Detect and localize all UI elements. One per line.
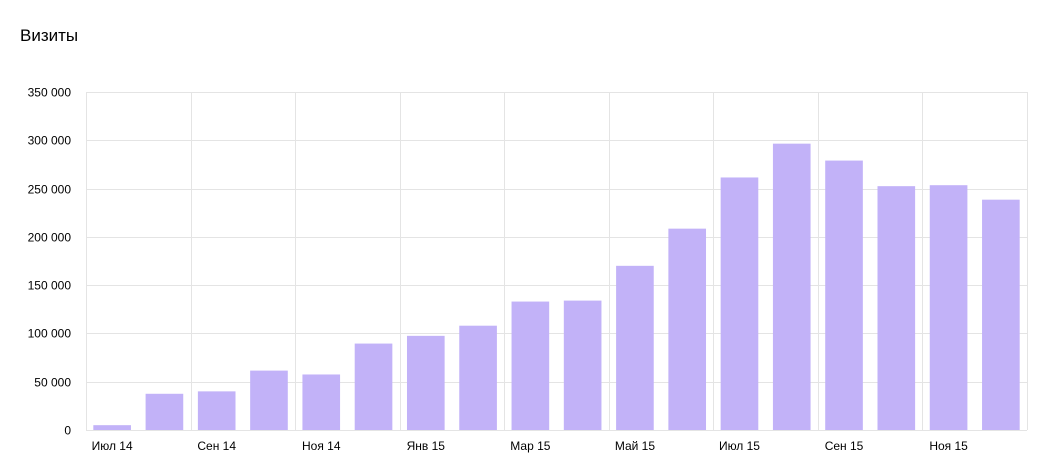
- x-tick-label: Ноя 15: [929, 439, 968, 453]
- y-tick-label: 100 000: [28, 327, 72, 341]
- x-axis-ticks: Июл 14 Сен 14 Ноя 14 Янв 15 Мар 15 Май 15 Июл …: [92, 439, 969, 453]
- y-tick-label: 250 000: [28, 183, 72, 197]
- bar: [145, 393, 184, 430]
- bar: [354, 343, 393, 430]
- bar: [668, 228, 707, 430]
- x-tick-label: Сен 14: [197, 439, 236, 453]
- y-tick-label: 0: [64, 424, 71, 438]
- x-tick-label: Ноя 14: [302, 439, 341, 453]
- bar: [720, 177, 759, 430]
- y-tick-label: 50 000: [34, 376, 71, 390]
- bar: [511, 301, 550, 430]
- bar: [197, 391, 236, 430]
- y-tick-label: 350 000: [28, 86, 72, 100]
- bar: [93, 425, 131, 430]
- x-tick-label: Июл 15: [719, 439, 760, 453]
- bar: [929, 185, 968, 430]
- y-tick-label: 300 000: [28, 134, 72, 148]
- bar: [982, 199, 1020, 430]
- bar: [825, 160, 863, 430]
- x-tick-label: Сен 15: [825, 439, 864, 453]
- chart-title: Визиты: [20, 26, 79, 45]
- x-tick-label: Май 15: [615, 439, 656, 453]
- x-tick-label: Мар 15: [510, 439, 550, 453]
- grid: [86, 92, 1028, 431]
- bar: [250, 370, 288, 430]
- x-tick-label: Янв 15: [407, 439, 446, 453]
- bar: [772, 143, 811, 430]
- bar: [302, 374, 341, 430]
- y-tick-label: 150 000: [28, 279, 72, 293]
- bar: [406, 335, 445, 430]
- bar: [616, 265, 654, 430]
- bar: [563, 300, 602, 430]
- bars: [93, 143, 1020, 430]
- bar: [459, 325, 497, 430]
- bar: [877, 186, 916, 430]
- x-tick-label: Июл 14: [92, 439, 133, 453]
- y-axis-ticks: 0 50 000 100 000 150 000 200 000 250 000 300 0…: [28, 86, 72, 438]
- y-tick-label: 200 000: [28, 231, 72, 245]
